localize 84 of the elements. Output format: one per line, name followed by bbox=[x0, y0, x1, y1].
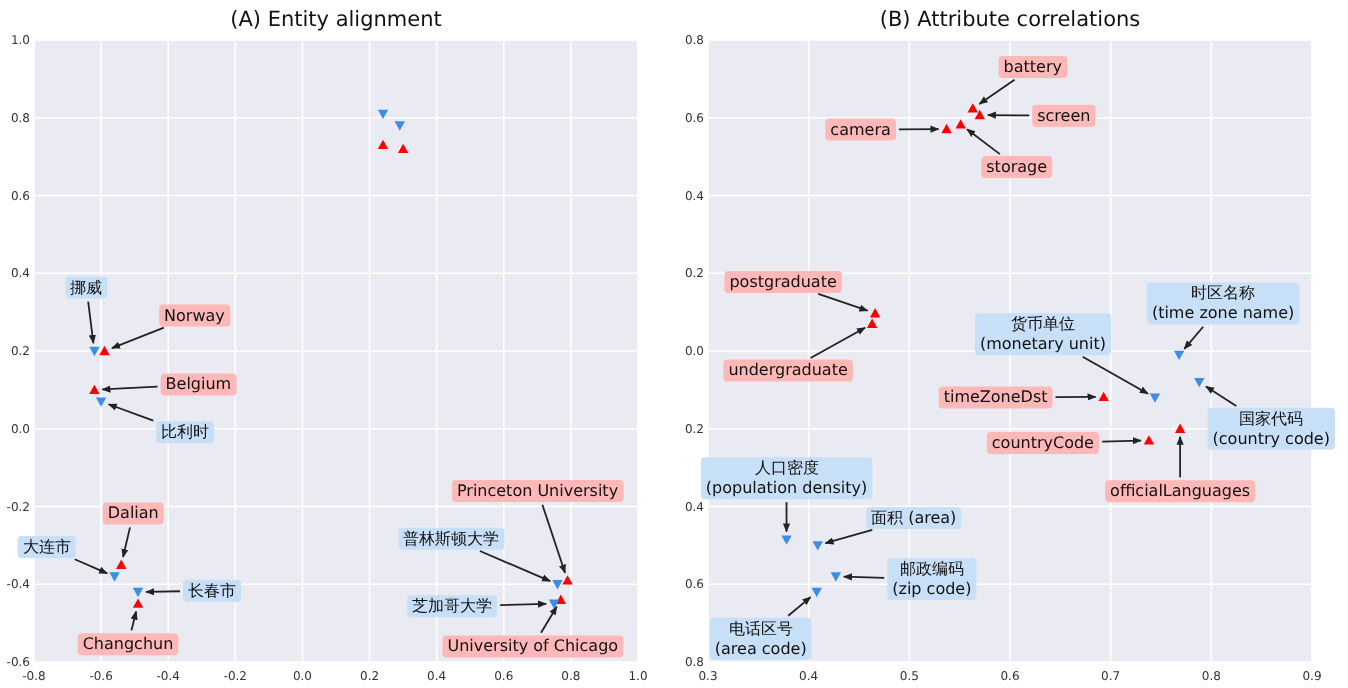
point bbox=[397, 143, 409, 154]
chart-title: (A) Entity alignment bbox=[230, 8, 442, 32]
point bbox=[377, 139, 389, 150]
point bbox=[89, 346, 100, 357]
point bbox=[109, 572, 120, 582]
annotation: Norway bbox=[164, 306, 226, 325]
annotation: countryCode bbox=[986, 432, 1142, 454]
annotation: 货币单位 (monetary unit) bbox=[979, 315, 1106, 354]
annotation: Dalian bbox=[102, 502, 164, 558]
point bbox=[781, 535, 792, 545]
annotation: undergraduate bbox=[728, 361, 848, 380]
point bbox=[377, 109, 389, 120]
annotation: storage bbox=[986, 157, 1048, 176]
annotation: 国家代码 (country code) bbox=[1205, 385, 1335, 450]
annotation: 挪威 bbox=[70, 278, 103, 297]
point bbox=[866, 318, 878, 328]
annotation: undergraduate bbox=[723, 326, 866, 382]
annotation: 邮政编码 (zip code) bbox=[842, 558, 977, 601]
annotation: 芝加哥大学 bbox=[407, 595, 547, 618]
annotation: 面积 (area) bbox=[871, 508, 957, 527]
annotation: timeZoneDst bbox=[938, 386, 1097, 409]
annotation: 人口密度 (population density) bbox=[705, 459, 868, 498]
annotation: 普林斯顿大学 bbox=[398, 527, 551, 582]
point bbox=[830, 572, 842, 582]
annotation: Changchun bbox=[77, 610, 179, 656]
annotation: 比利时 bbox=[107, 403, 215, 444]
annotation: 时区名称 (time zone name) bbox=[1146, 282, 1300, 350]
point bbox=[955, 119, 966, 129]
point bbox=[116, 559, 127, 569]
point bbox=[548, 599, 560, 609]
point bbox=[1174, 423, 1186, 433]
annotation: 芝加哥大学 bbox=[412, 597, 493, 616]
annotation: battery bbox=[978, 56, 1068, 105]
point bbox=[394, 121, 405, 131]
annotation: storage bbox=[966, 128, 1053, 178]
annotation: 邮政编码 (zip code) bbox=[892, 560, 972, 599]
annotation: Changchun bbox=[82, 635, 174, 654]
annotation: 长春市 bbox=[188, 581, 237, 600]
annotation: screen bbox=[1037, 106, 1091, 125]
annotation: 挪威 bbox=[65, 276, 108, 344]
annotation: timeZoneDst bbox=[943, 388, 1048, 407]
annotation: 国家代码 (country code) bbox=[1212, 409, 1330, 448]
point bbox=[562, 575, 573, 585]
annotation: Norway bbox=[111, 304, 231, 349]
point bbox=[869, 308, 881, 318]
annotation: 比利时 bbox=[161, 423, 210, 442]
point bbox=[812, 541, 823, 551]
annotation: postgraduate bbox=[724, 270, 869, 312]
chart-title: (B) Attribute correlations bbox=[879, 8, 1141, 32]
annotation: 大连市 bbox=[22, 538, 71, 557]
point bbox=[941, 123, 952, 134]
point bbox=[967, 103, 978, 113]
point bbox=[132, 598, 144, 608]
annotation: Belgium bbox=[101, 373, 237, 396]
annotation: 面积 (area) bbox=[824, 506, 962, 545]
annotation: 长春市 bbox=[145, 579, 241, 602]
point bbox=[811, 587, 822, 598]
annotation: Princeton University bbox=[456, 481, 619, 500]
point bbox=[89, 384, 100, 395]
annotation: battery bbox=[1003, 58, 1063, 77]
point bbox=[95, 397, 107, 407]
annotation: screen bbox=[986, 104, 1096, 127]
point bbox=[99, 345, 110, 356]
point bbox=[1194, 377, 1205, 388]
point bbox=[1098, 391, 1109, 402]
annotation: 电话区号 (area code) bbox=[709, 596, 812, 660]
annotation: countryCode bbox=[991, 434, 1095, 453]
point bbox=[132, 587, 144, 598]
annotation: 电话区号 (area code) bbox=[714, 619, 807, 658]
annotation: camera bbox=[825, 118, 940, 141]
annotation: Belgium bbox=[165, 375, 232, 394]
point bbox=[1173, 350, 1185, 361]
point bbox=[1143, 435, 1155, 445]
point bbox=[552, 580, 563, 590]
annotation: University of Chicago bbox=[447, 637, 619, 656]
point bbox=[974, 109, 985, 120]
point bbox=[1149, 393, 1161, 403]
annotation: 时区名称 (time zone name) bbox=[1151, 284, 1295, 323]
annotation: Dalian bbox=[107, 504, 159, 523]
annotation: officialLanguages bbox=[1110, 482, 1251, 501]
annotation: postgraduate bbox=[729, 272, 837, 291]
annotation: 普林斯顿大学 bbox=[403, 529, 500, 548]
annotation: 大连市 bbox=[17, 536, 109, 575]
annotation: camera bbox=[830, 120, 891, 139]
